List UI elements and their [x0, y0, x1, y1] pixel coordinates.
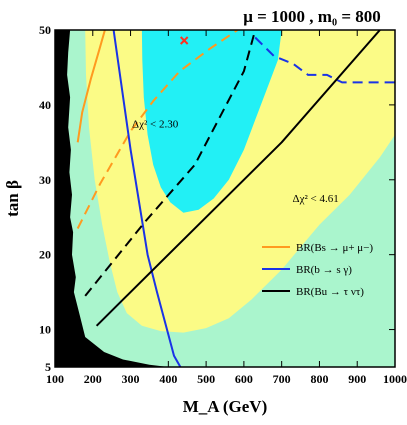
- regions-layer: [55, 30, 395, 367]
- lines-layer: [76, 30, 395, 367]
- ticks-layer: 100 200 300 400 500 600 700 800 900 1000510203040…: [39, 23, 407, 386]
- series-line-3-dashed: [84, 30, 257, 297]
- x-tick-label: 400: [159, 372, 177, 386]
- y-tick-label: 50: [39, 23, 51, 37]
- legend-label: BR(Bu → τ ντ): [296, 286, 364, 298]
- annotation-layer: Δχ² < 2.30 Δχ² < 4.61: [132, 118, 339, 205]
- x-tick-label: 1000: [383, 372, 407, 386]
- legend-label: BR(b → s γ): [296, 264, 352, 276]
- x-axis-label: M_A (GeV): [183, 397, 268, 416]
- plot-frame: [54, 29, 396, 368]
- series-line-1-dashed: [76, 30, 239, 229]
- y-tick-label: 20: [39, 248, 51, 262]
- series-line-2-dashed: [254, 36, 395, 84]
- chart-title: μ = 1000 , m₀ = 800: [243, 7, 381, 26]
- y-tick-label: 5: [45, 360, 51, 374]
- series-line-3-solid: [95, 30, 381, 327]
- marker-layer: [179, 36, 189, 45]
- y-tick-label: 30: [39, 173, 51, 187]
- region-excluded: [55, 30, 169, 367]
- region-annotation: Δχ² < 4.61: [293, 193, 339, 205]
- y-axis-label: tan β: [3, 180, 22, 217]
- x-tick-label: 300: [122, 372, 140, 386]
- x-tick-label: 800: [310, 372, 328, 386]
- series-line-2-solid: [112, 30, 182, 367]
- x-tick-label: 200: [84, 372, 102, 386]
- region-annotation: Δχ² < 2.30: [132, 118, 179, 130]
- legend-label: BR(Bs → μ+ μ−): [296, 242, 373, 254]
- x-tick-label: 900: [348, 372, 366, 386]
- x-tick-label: 700: [273, 372, 291, 386]
- x-tick-label: 100: [46, 372, 64, 386]
- y-tick-label: 40: [39, 98, 51, 112]
- legend-layer: BR(Bs → μ+ μ−) BR(b → s γ) BR(Bu → τ ντ): [262, 242, 373, 298]
- y-tick-label: 10: [39, 323, 51, 337]
- series-line-1-solid: [76, 30, 106, 143]
- x-tick-label: 500: [197, 372, 215, 386]
- x-tick-label: 600: [235, 372, 253, 386]
- best-fit-marker: [179, 36, 189, 45]
